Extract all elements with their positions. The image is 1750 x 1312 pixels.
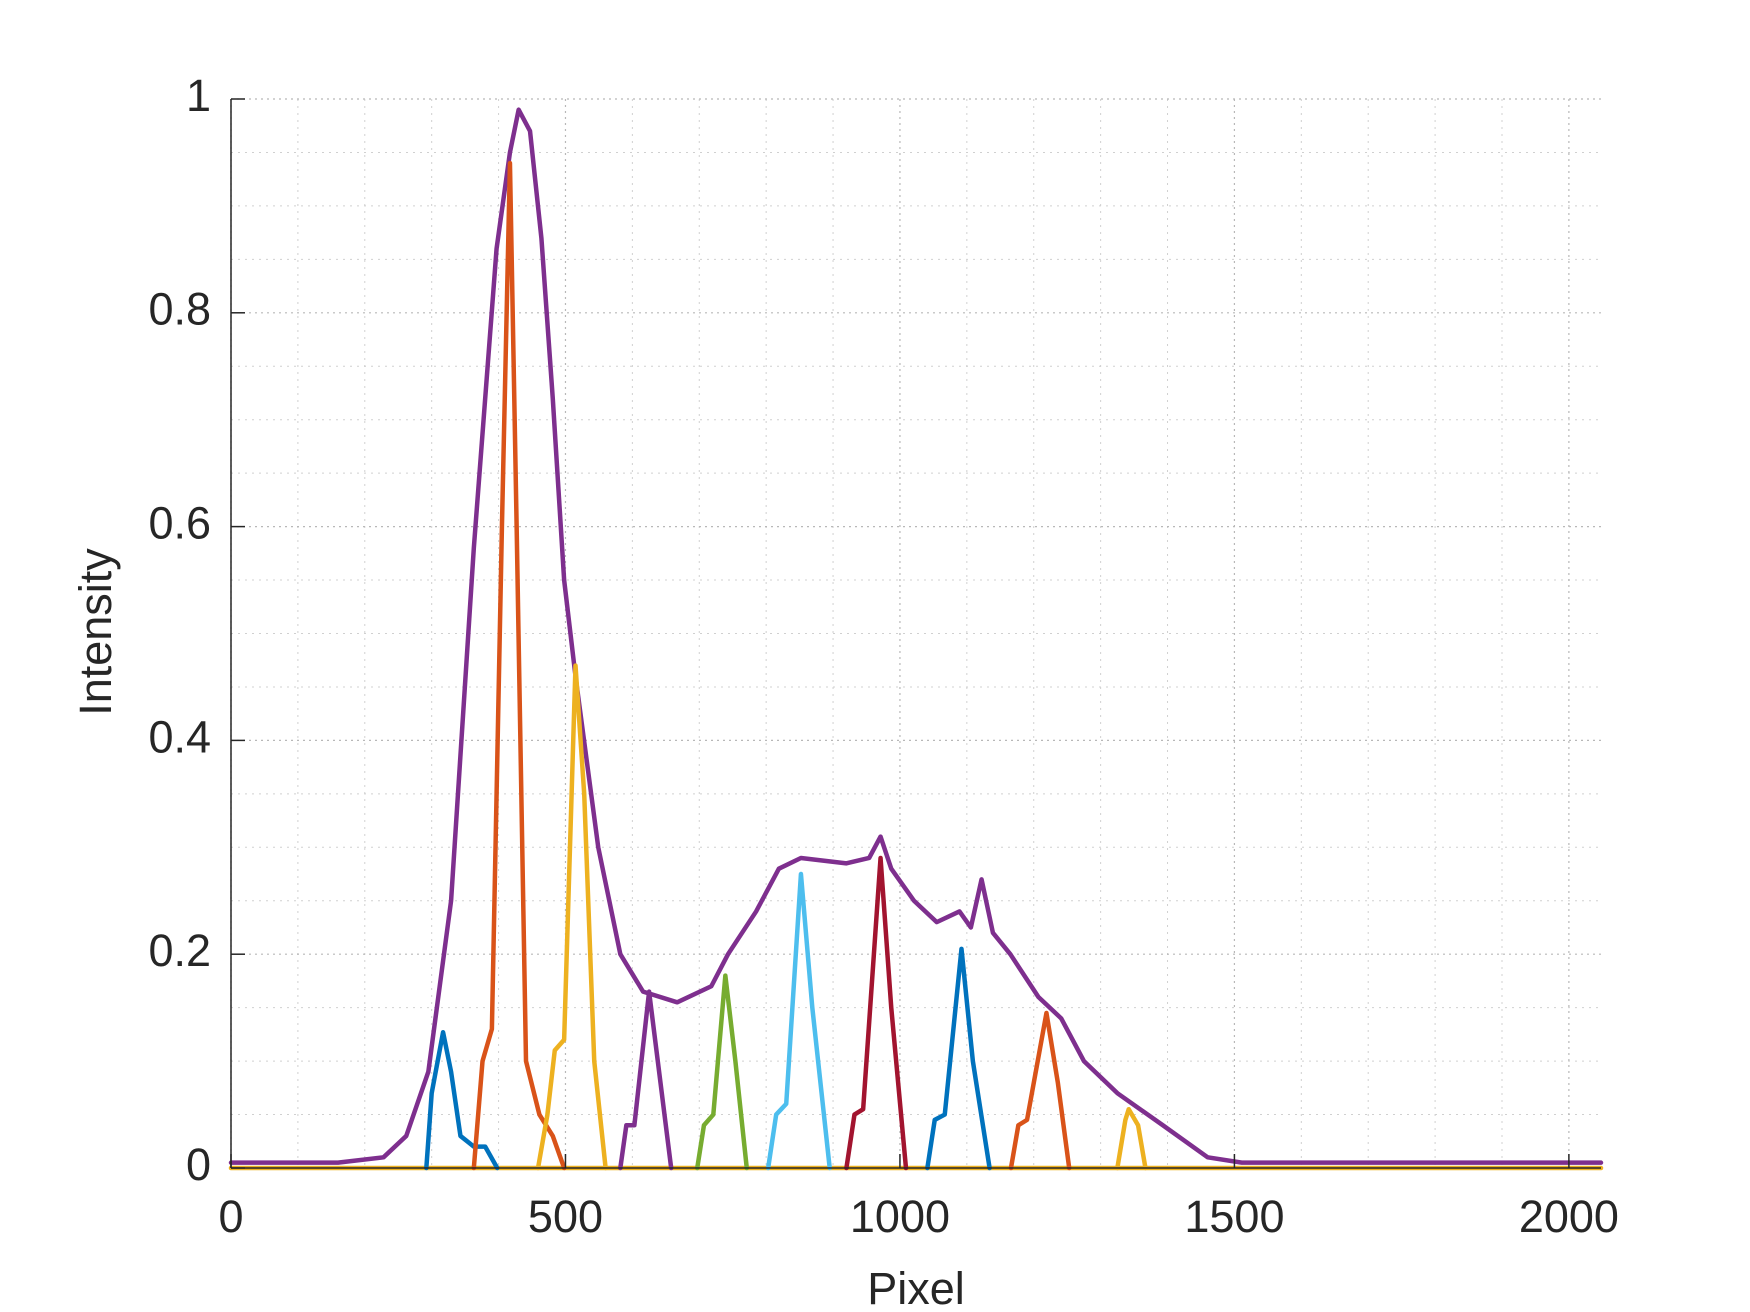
- series-line: [1008, 1010, 1072, 1171]
- y-tick-label: 0.8: [148, 284, 211, 335]
- series-line: [228, 107, 1604, 1165]
- y-tick-label: 0: [186, 1139, 211, 1190]
- y-tick-label: 1: [186, 70, 211, 121]
- series-line: [925, 946, 992, 1171]
- y-tick-label: 0.4: [148, 711, 211, 762]
- series-line: [1115, 1106, 1148, 1171]
- y-tick-label: 0.2: [148, 925, 211, 976]
- x-tick-label: 1000: [850, 1191, 950, 1242]
- x-tick-label: 1500: [1184, 1191, 1284, 1242]
- x-tick-label: 2000: [1519, 1191, 1619, 1242]
- x-tick-label: 0: [218, 1191, 243, 1242]
- series-line: [535, 663, 608, 1171]
- series-line: [618, 989, 674, 1171]
- y-tick-label: 0.6: [148, 497, 211, 548]
- x-tick-label: 500: [528, 1191, 603, 1242]
- plot-area: [228, 107, 1604, 1171]
- series-line: [765, 871, 832, 1171]
- series-line: [424, 1029, 500, 1171]
- series-line: [471, 160, 567, 1171]
- axes: 0 500 1000 1500 2000 0 0.2 0.4 0.6 0.8 1: [148, 70, 1619, 1242]
- y-axis-label: Intensity: [70, 548, 121, 716]
- series-line: [695, 973, 750, 1171]
- x-axis-label: Pixel: [867, 1263, 965, 1312]
- series-line: [844, 855, 909, 1171]
